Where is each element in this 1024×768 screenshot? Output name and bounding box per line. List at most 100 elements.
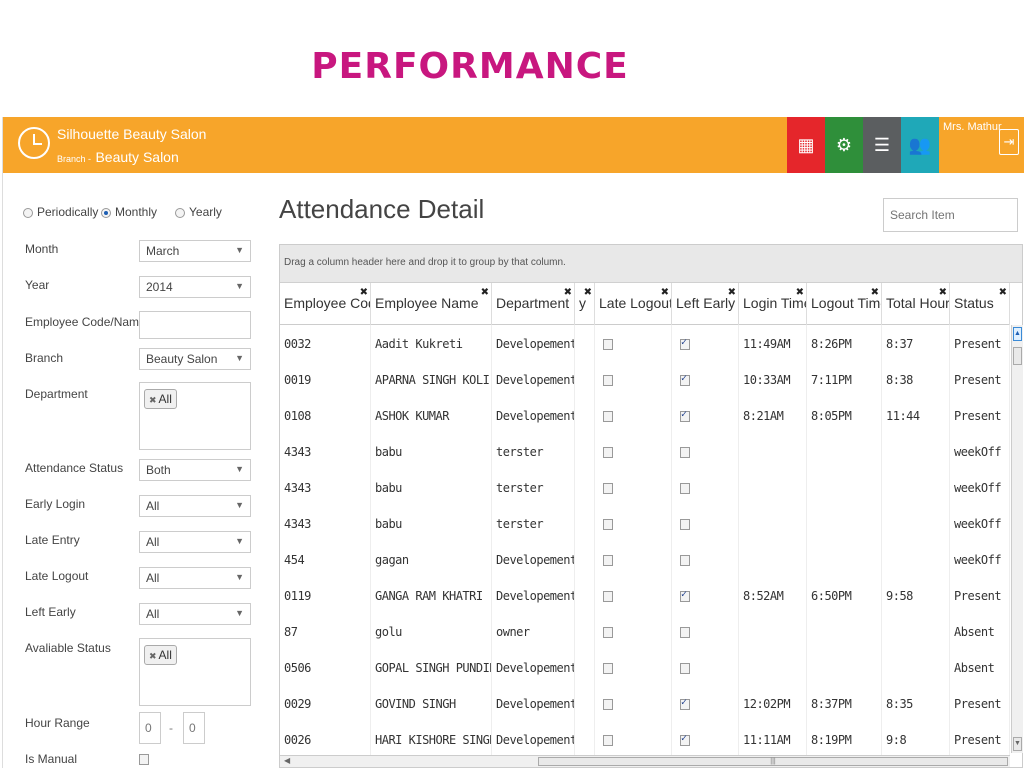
calendar-icon[interactable]: ▦ [787, 117, 825, 173]
department-tag[interactable]: ✖ All [144, 389, 177, 409]
scroll-thumb[interactable] [1013, 347, 1022, 365]
checkbox[interactable] [603, 627, 613, 638]
column-header[interactable]: Department ✖ [492, 283, 575, 325]
checkbox[interactable] [680, 483, 690, 494]
remove-icon[interactable]: ✖ [149, 651, 157, 661]
department-multiselect[interactable]: ✖ All [139, 382, 251, 450]
radio-dot[interactable] [101, 207, 111, 218]
pin-icon[interactable]: ✖ [563, 287, 572, 298]
late-logout-cell [595, 685, 672, 721]
checkbox[interactable] [603, 483, 613, 494]
list-icon[interactable]: ☰ [863, 117, 901, 173]
radio-periodically[interactable]: Periodically [23, 205, 98, 219]
checkbox[interactable] [680, 447, 690, 458]
horizontal-scrollbar[interactable]: ◀ ||| [280, 755, 1010, 767]
early-login-select[interactable]: All ▼ [139, 495, 251, 517]
column-header[interactable]: Employee Name ✖ [371, 283, 492, 325]
table-row[interactable]: 87 golu owner Absent [280, 613, 1010, 649]
settings-icon[interactable]: ⚙ [825, 117, 863, 173]
checkbox[interactable] [603, 663, 613, 674]
logout-icon[interactable]: ⇥ [999, 129, 1019, 155]
radio-monthly[interactable]: Monthly [101, 205, 157, 219]
checkbox[interactable] [680, 733, 690, 746]
checkbox[interactable] [680, 337, 690, 350]
checkbox[interactable] [603, 555, 613, 566]
scroll-left-icon[interactable]: ◀ [284, 756, 291, 765]
logout-cell [807, 469, 882, 505]
left-early-select[interactable]: All ▼ [139, 603, 251, 625]
scroll-thumb[interactable]: ||| [538, 757, 1008, 766]
search-input[interactable] [883, 198, 1018, 232]
pin-icon[interactable]: ✖ [480, 287, 489, 298]
checkbox[interactable] [680, 373, 690, 386]
checkbox[interactable] [680, 409, 690, 422]
pin-icon[interactable]: ✖ [938, 287, 947, 298]
column-header[interactable]: Employee Code✖ [280, 283, 371, 325]
pin-icon[interactable]: ✖ [359, 287, 368, 298]
column-header[interactable]: Status ✖ [950, 283, 1010, 325]
pin-icon[interactable]: ✖ [727, 287, 736, 298]
name-cell: babu [371, 505, 492, 541]
column-header[interactable]: Late Logout ✖ [595, 283, 672, 325]
attendance-status-select[interactable]: Both ▼ [139, 459, 251, 481]
branch-select[interactable]: Beauty Salon ▼ [139, 348, 251, 370]
checkbox[interactable] [603, 339, 613, 350]
users-icon[interactable]: 👥 [901, 117, 939, 173]
checkbox[interactable] [680, 519, 690, 530]
column-header[interactable]: Left Early ✖ [672, 283, 739, 325]
column-header[interactable]: Logout Time ✖ [807, 283, 882, 325]
column-header[interactable]: y ✖ [575, 283, 595, 325]
table-row[interactable]: 454 gagan Developement weekOff [280, 541, 1010, 577]
table-row[interactable]: 4343 babu terster weekOff [280, 505, 1010, 541]
available-status-multiselect[interactable]: ✖ All [139, 638, 251, 706]
year-select[interactable]: 2014 ▼ [139, 276, 251, 298]
column-header[interactable]: Total Hours ✖ [882, 283, 950, 325]
checkbox[interactable] [603, 447, 613, 458]
checkbox[interactable] [680, 627, 690, 638]
hour-from-input[interactable]: 0 [139, 712, 161, 744]
hour-to-input[interactable]: 0 [183, 712, 205, 744]
pin-icon[interactable]: ✖ [660, 287, 669, 298]
pin-icon[interactable]: ✖ [795, 287, 804, 298]
employee-input[interactable] [139, 311, 251, 339]
checkbox[interactable] [680, 697, 690, 710]
checkbox[interactable] [680, 589, 690, 602]
checkbox[interactable] [680, 663, 690, 674]
is-manual-checkbox[interactable] [139, 754, 149, 765]
checkbox[interactable] [680, 555, 690, 566]
checkbox[interactable] [603, 591, 613, 602]
radio-dot[interactable] [175, 207, 185, 218]
table-row[interactable]: 4343 babu terster weekOff [280, 433, 1010, 469]
table-row[interactable]: 4343 babu terster weekOff [280, 469, 1010, 505]
late-logout-select[interactable]: All ▼ [139, 567, 251, 589]
radio-dot[interactable] [23, 207, 33, 218]
checkbox[interactable] [603, 411, 613, 422]
month-select[interactable]: March ▼ [139, 240, 251, 262]
radio-yearly[interactable]: Yearly [175, 205, 222, 219]
checkbox[interactable] [603, 519, 613, 530]
pin-icon[interactable]: ✖ [870, 287, 879, 298]
scroll-down-icon[interactable]: ▼ [1013, 737, 1022, 751]
checkbox[interactable] [603, 375, 613, 386]
pin-icon[interactable]: ✖ [583, 287, 592, 298]
pin-icon[interactable]: ✖ [998, 287, 1007, 298]
empty-cell [575, 433, 595, 469]
checkbox[interactable] [603, 699, 613, 710]
vertical-scrollbar[interactable]: ▲ ▼ [1011, 325, 1023, 753]
late-entry-select[interactable]: All ▼ [139, 531, 251, 553]
remove-icon[interactable]: ✖ [149, 395, 157, 405]
table-row[interactable]: 0506 GOPAL SINGH PUNDIR Developement Absent [280, 649, 1010, 685]
available-status-tag[interactable]: ✖ All [144, 645, 177, 665]
column-header[interactable]: Login Time ✖ [739, 283, 807, 325]
checkbox[interactable] [603, 735, 613, 746]
scroll-up-icon[interactable]: ▲ [1013, 327, 1022, 341]
user-name[interactable]: Mrs. Mathur [943, 121, 1002, 133]
group-by-bar[interactable]: Drag a column header here and drop it to… [280, 245, 1022, 283]
